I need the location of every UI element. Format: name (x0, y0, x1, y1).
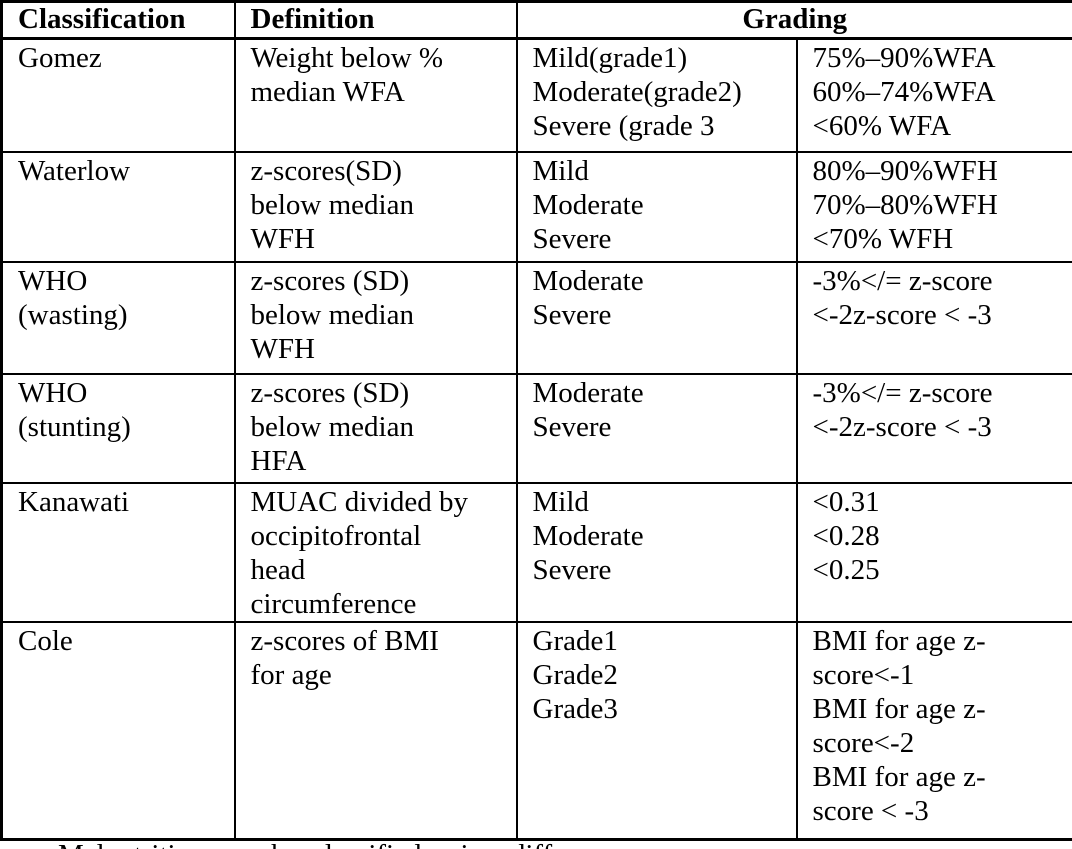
clipped-caption-text: Malnutrition can be classified using dif… (58, 838, 552, 849)
header-grading: Grading (515, 0, 1072, 40)
cell-definition: z-scores (SD) below median HFA (233, 372, 518, 484)
cell-definition: Weight below % median WFA (233, 37, 518, 153)
table-row-gomez: Gomez Weight below % median WFA Mild(gra… (0, 37, 1072, 153)
cell-classification: WHO (wasting) (0, 260, 236, 375)
cell-criteria: -3%</= z-score <-2z-score < -3 (795, 372, 1072, 484)
cell-classification: Waterlow (0, 150, 236, 263)
table-row-who-stunting: WHO (stunting) z-scores (SD) below media… (0, 372, 1072, 484)
cell-criteria: BMI for age z- score<-1 BMI for age z- s… (795, 620, 1072, 841)
cell-grades: Mild Moderate Severe (515, 150, 798, 263)
table-body: Gomez Weight below % median WFA Mild(gra… (0, 37, 1072, 841)
table-row-waterlow: Waterlow z-scores(SD) below median WFH M… (0, 150, 1072, 263)
cell-definition: z-scores(SD) below median WFH (233, 150, 518, 263)
cell-classification: WHO (stunting) (0, 372, 236, 484)
cell-classification: Kanawati (0, 481, 236, 623)
table-row-cole: Cole z-scores of BMI for age Grade1 Grad… (0, 620, 1072, 841)
cell-classification: Gomez (0, 37, 236, 153)
table-row-kanawati: Kanawati MUAC divided by occipitofrontal… (0, 481, 1072, 623)
header-definition: Definition (233, 0, 518, 40)
cell-grades: Mild(grade1) Moderate(grade2) Severe (gr… (515, 37, 798, 153)
cell-criteria: 80%–90%WFH 70%–80%WFH <70% WFH (795, 150, 1072, 263)
cell-criteria: 75%–90%WFA 60%–74%WFA <60% WFA (795, 37, 1072, 153)
header-row: Classification Definition Grading (0, 0, 1072, 40)
cell-grades: Mild Moderate Severe (515, 481, 798, 623)
cell-grades: Grade1 Grade2 Grade3 (515, 620, 798, 841)
cell-definition: z-scores of BMI for age (233, 620, 518, 841)
cell-criteria: <0.31 <0.28 <0.25 (795, 481, 1072, 623)
cell-grades: Moderate Severe (515, 372, 798, 484)
header-classification: Classification (0, 0, 236, 40)
table-row-who-wasting: WHO (wasting) z-scores (SD) below median… (0, 260, 1072, 375)
cell-criteria: -3%</= z-score <-2z-score < -3 (795, 260, 1072, 375)
cell-definition: MUAC divided by occipitofrontal head cir… (233, 481, 518, 623)
cell-definition: z-scores (SD) below median WFH (233, 260, 518, 375)
cell-classification: Cole (0, 620, 236, 841)
cell-grades: Moderate Severe (515, 260, 798, 375)
table-header: Classification Definition Grading (0, 0, 1072, 40)
